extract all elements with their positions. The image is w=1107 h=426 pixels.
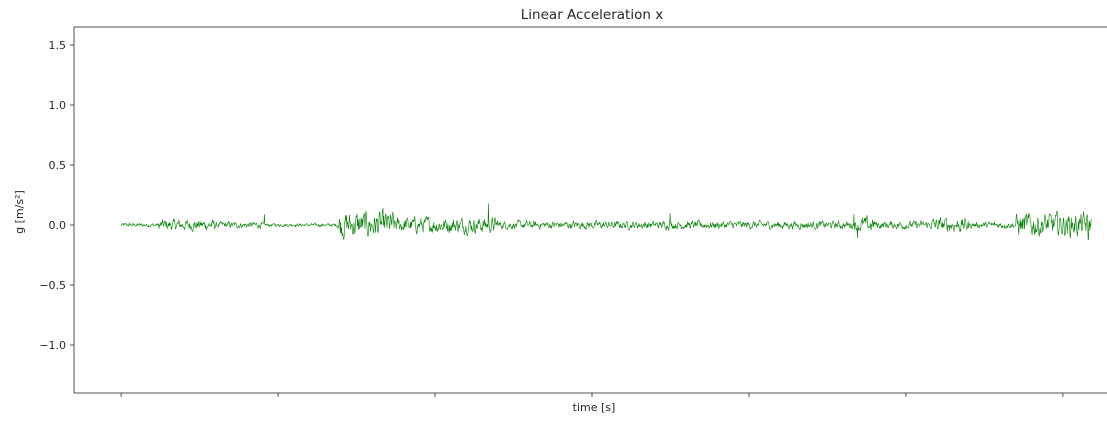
y-tick-label: 1.5	[49, 39, 67, 52]
y-axis: 1.5 1.0 0.5 0.0 −0.5 −1.0	[39, 39, 74, 352]
plot-frame	[73, 26, 1107, 394]
y-axis-label: g [m/s²]	[13, 190, 26, 234]
x-axis	[120, 393, 1064, 397]
y-tick-label: 1.0	[49, 99, 67, 112]
y-tick-label: 0.5	[49, 159, 67, 172]
series-line	[120, 203, 1092, 240]
y-tick-label: −0.5	[39, 279, 66, 292]
chart-title: Linear Acceleration x	[521, 7, 663, 23]
x-axis-label: time [s]	[573, 401, 616, 414]
y-tick-label: −1.0	[39, 339, 66, 352]
y-tick-label: 0.0	[49, 219, 67, 232]
